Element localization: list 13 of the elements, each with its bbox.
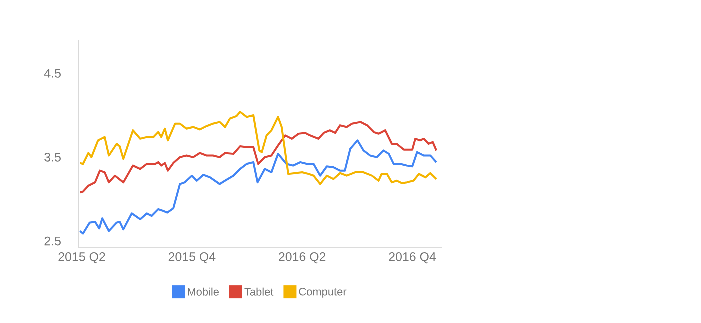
x-tick-label: 2015 Q4	[168, 252, 216, 264]
y-tick-label: 3.5	[44, 153, 61, 162]
x-tick-label: 2016 Q4	[389, 252, 436, 264]
line-series	[79, 140, 438, 235]
y-tick-label: 2.5	[44, 236, 61, 246]
legend-label: Mobile	[188, 288, 219, 296]
x-tick-label: 2015 Q2	[58, 252, 106, 264]
legend-label: Computer	[299, 288, 347, 298]
legend-label: Tablet	[244, 288, 274, 296]
line-series	[79, 111, 438, 186]
x-tick-label: 2016 Q2	[279, 252, 326, 264]
line-series	[79, 121, 438, 194]
y-tick-label: 4.5	[44, 69, 61, 78]
